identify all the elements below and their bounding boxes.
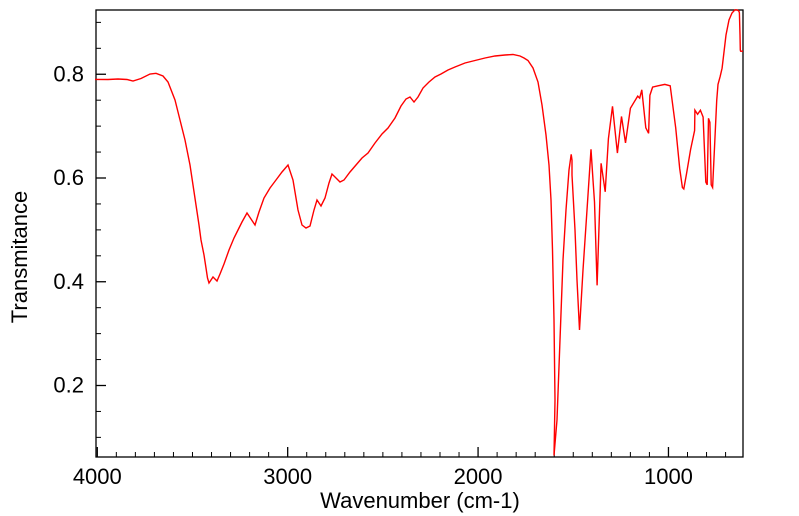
svg-text:1000: 1000 <box>644 464 693 489</box>
svg-text:0.4: 0.4 <box>53 269 84 294</box>
svg-text:3000: 3000 <box>263 464 312 489</box>
svg-text:0.8: 0.8 <box>53 61 84 86</box>
svg-text:Wavenumber (cm-1): Wavenumber (cm-1) <box>320 488 520 513</box>
svg-text:Transmitance: Transmitance <box>7 191 32 323</box>
svg-text:0.2: 0.2 <box>53 373 84 398</box>
svg-text:0.6: 0.6 <box>53 165 84 190</box>
svg-text:4000: 4000 <box>73 464 122 489</box>
svg-text:2000: 2000 <box>454 464 503 489</box>
